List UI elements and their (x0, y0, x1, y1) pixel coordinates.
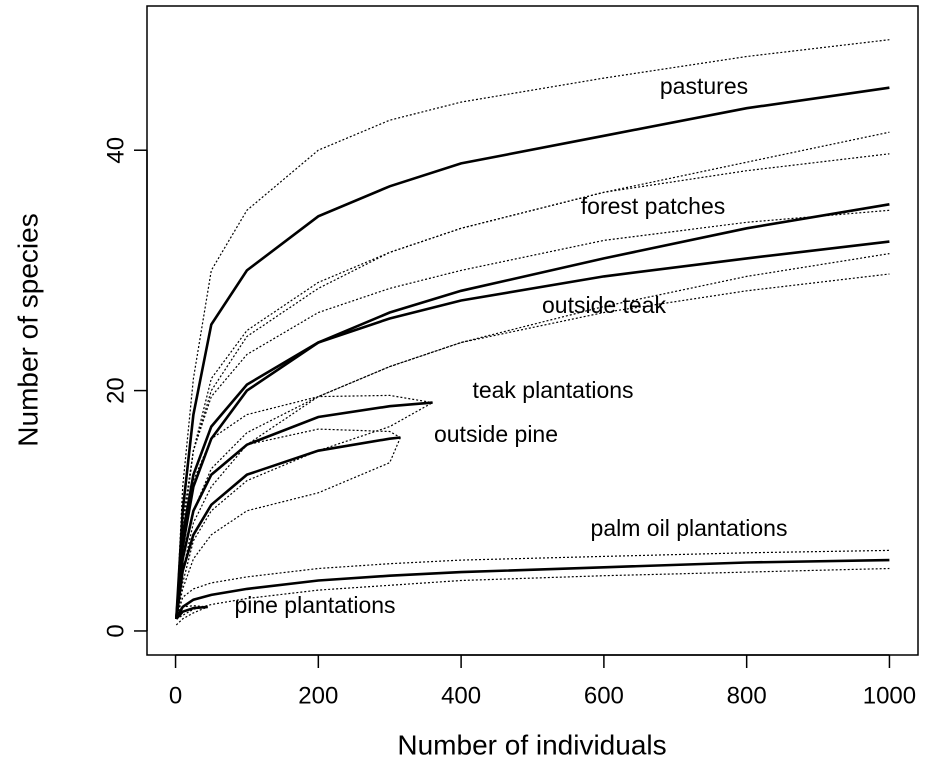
x-axis-label: Number of individuals (397, 729, 666, 760)
y-tick-label: 0 (102, 624, 129, 637)
y-tick-label: 20 (102, 377, 129, 404)
curve-label: palm oil plantations (591, 515, 788, 541)
confidence-bound (175, 394, 433, 619)
rarefaction-curve (175, 203, 890, 620)
curve-label: outside pine (434, 421, 558, 447)
confidence-bound (175, 39, 890, 619)
rarefaction-curve (175, 240, 890, 619)
confidence-bound (175, 549, 890, 620)
confidence-bound (175, 253, 890, 619)
curve-label: pine plantations (234, 592, 395, 618)
confidence-bound (175, 605, 208, 614)
curve-label: pastures (660, 73, 748, 99)
confidence-bound (175, 131, 890, 619)
curve-label: forest patches (581, 193, 725, 219)
rarefaction-curve (175, 86, 890, 619)
y-axis-label: Number of species (12, 213, 43, 446)
x-tick-label: 800 (727, 682, 767, 709)
confidence-bound (175, 437, 401, 620)
x-tick-label: 1000 (863, 682, 916, 709)
rarefaction-curve (175, 436, 401, 620)
confidence-bound (175, 428, 401, 619)
confidence-bound (175, 606, 208, 626)
curve-label: outside teak (542, 292, 667, 318)
x-tick-label: 0 (169, 682, 182, 709)
x-tick-label: 400 (441, 682, 481, 709)
x-tick-label: 600 (584, 682, 624, 709)
y-tick-label: 40 (102, 137, 129, 164)
curve-label: teak plantations (472, 377, 633, 403)
x-tick-label: 200 (298, 682, 338, 709)
confidence-bound (175, 209, 890, 619)
rarefaction-curve (175, 558, 890, 620)
rarefaction-curve (175, 605, 208, 620)
